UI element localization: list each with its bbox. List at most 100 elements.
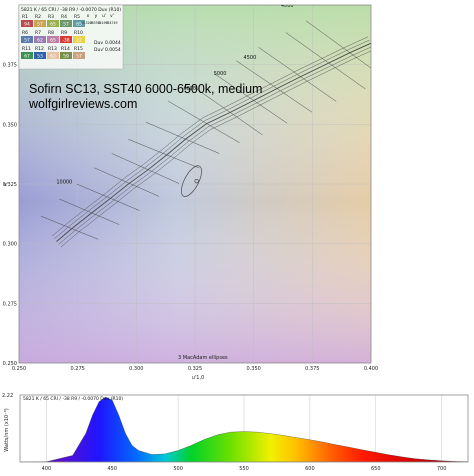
table-header-text: 5821 K / 65 CRI / -38 R9 / -0.0070 Duv (…: [21, 7, 121, 13]
locus-line: [56, 42, 371, 242]
cri-swatch: [34, 20, 46, 27]
cri-value-r3: 65: [50, 22, 56, 28]
cct-label-4500: 4500: [244, 55, 257, 61]
x-tick-label: 0.300: [129, 366, 143, 372]
cri-label-r15: R15: [74, 46, 83, 52]
x-tick-label: 0.375: [305, 366, 319, 372]
cri-label-r4: R4: [61, 14, 67, 20]
cct-label-4000: 4000: [281, 3, 294, 9]
coord-value: 0.1997: [98, 21, 109, 25]
cri-label-r8: R8: [48, 30, 54, 36]
spectrum-plot: 5821 K / 65 CRI / -38 R9 / -0.0070 Duv (…: [2, 393, 469, 472]
cri-value-r7: 62: [37, 38, 43, 44]
y-tick-label: 0.325: [3, 182, 17, 188]
duv-value: 0.0054: [105, 47, 121, 53]
isotherm-line: [111, 153, 180, 184]
y-tick-label: 0.375: [3, 63, 17, 69]
spectrum-x-tick-label: 600: [305, 466, 315, 472]
cri-value-r1: 94: [24, 22, 30, 28]
locus-offset-line: [51, 36, 369, 237]
cri-swatch: [21, 52, 33, 59]
chart-subtitle: wolfgirlreviews.com: [28, 97, 137, 111]
isotherm-line: [40, 215, 99, 240]
coord-header: u': [102, 13, 106, 19]
macadam-annotation: 3 MacAdam ellipses: [178, 355, 228, 361]
isotherm-line: [213, 73, 288, 124]
cri-swatch: [73, 36, 85, 43]
spectrum-frame: [19, 394, 469, 463]
coord-header: v': [110, 13, 114, 19]
cri-label-r3: R3: [48, 14, 54, 20]
cri-label-r9: R9: [61, 30, 67, 36]
planckian-locus: [40, 20, 371, 248]
cri-swatch: [73, 20, 85, 27]
spectrum-y-label: Watts/nm (x10⁻³): [4, 408, 10, 451]
cri-label-r13: R13: [48, 46, 57, 52]
measured-point: [194, 179, 199, 184]
cri-swatch: [34, 36, 46, 43]
cri-value-r12: 53: [37, 54, 43, 60]
isotherm-line: [59, 198, 120, 225]
plot-frame: [18, 4, 372, 364]
cri-swatch: [21, 20, 33, 27]
spectrum-x-tick-label: 400: [42, 466, 52, 472]
plot-grid: [19, 5, 371, 363]
duv-label: Duv': [94, 47, 104, 53]
x-tick-label: 0.400: [364, 366, 378, 372]
cct-label-10000: 10000: [56, 180, 72, 186]
coord-value: 0.3392: [90, 21, 101, 25]
cct-label-5000: 5000: [214, 71, 227, 77]
y-axis-label: v': [4, 182, 8, 188]
isotherm-line: [128, 139, 200, 169]
cri-label-r5: R5: [74, 14, 80, 20]
y-tick-labels: 0.250 0.275 0.300 0.325 0.350 0.375: [3, 63, 17, 367]
x-axis-label: u'1,0: [192, 375, 205, 381]
spectrum-ymax-label: 2.22: [2, 393, 13, 399]
x-tick-label: 0.325: [188, 366, 202, 372]
isotherm-line: [76, 183, 140, 211]
coord-value: 0.4749: [106, 21, 117, 25]
cri-swatch: [34, 52, 46, 59]
cri-label-r14: R14: [61, 46, 70, 52]
x-tick-labels: 0.250 0.275 0.300 0.325 0.350 0.375 0.400: [12, 366, 378, 372]
spectrum-x-tick-label: 500: [173, 466, 183, 472]
cie-uv-plot: 10000 6000 5000 4500 4000 0.250 0.275 0.300 0.3…: [3, 3, 378, 381]
locus-offset-line: [60, 50, 371, 248]
spectrum-curve: [20, 396, 468, 462]
spectrum-x-tick-labels: 400 450 500 550 600 650 700: [42, 466, 447, 472]
coord-header: x: [87, 14, 90, 19]
cri-label-r12: R12: [35, 46, 44, 52]
cri-swatch: [47, 20, 59, 27]
spectrum-header-text: 5821 K / 65 CRI / -38 R9 / -0.0070 Duv (…: [23, 396, 123, 402]
isotherm-line: [285, 32, 366, 90]
cri-value-r14: 59: [63, 54, 69, 60]
isotherm-line: [145, 121, 220, 154]
spectrum-x-tick-label: 700: [437, 466, 447, 472]
isotherm-line: [94, 167, 160, 197]
locus-offset-line: [58, 46, 371, 245]
cri-swatch: [60, 52, 72, 59]
cri-label-r10: R10: [74, 30, 83, 36]
cri-swatch: [73, 52, 85, 59]
locus-offset-line: [54, 39, 370, 239]
cri-swatch: [47, 52, 59, 59]
spectrum-x-tick-label: 450: [107, 466, 117, 472]
spectrum-x-tick-label: 650: [371, 466, 381, 472]
cri-swatch: [60, 20, 72, 27]
cri-value-r11: 67: [24, 54, 30, 60]
y-tick-label: 0.275: [3, 301, 17, 307]
cri-value-r2: 57: [37, 22, 43, 28]
duv-label: Duv: [94, 40, 103, 46]
cri-swatch: [47, 36, 59, 43]
isotherm-line: [192, 85, 263, 136]
cri-value-r4: 57: [63, 22, 69, 28]
isotherm-line: [258, 47, 337, 102]
cri-label-r2: R2: [35, 14, 41, 20]
x-tick-label: 0.350: [247, 366, 261, 372]
coordinate-headers: x y u' v': [87, 13, 114, 19]
x-tick-label: 0.275: [71, 366, 85, 372]
y-tick-label: 0.250: [3, 361, 17, 367]
